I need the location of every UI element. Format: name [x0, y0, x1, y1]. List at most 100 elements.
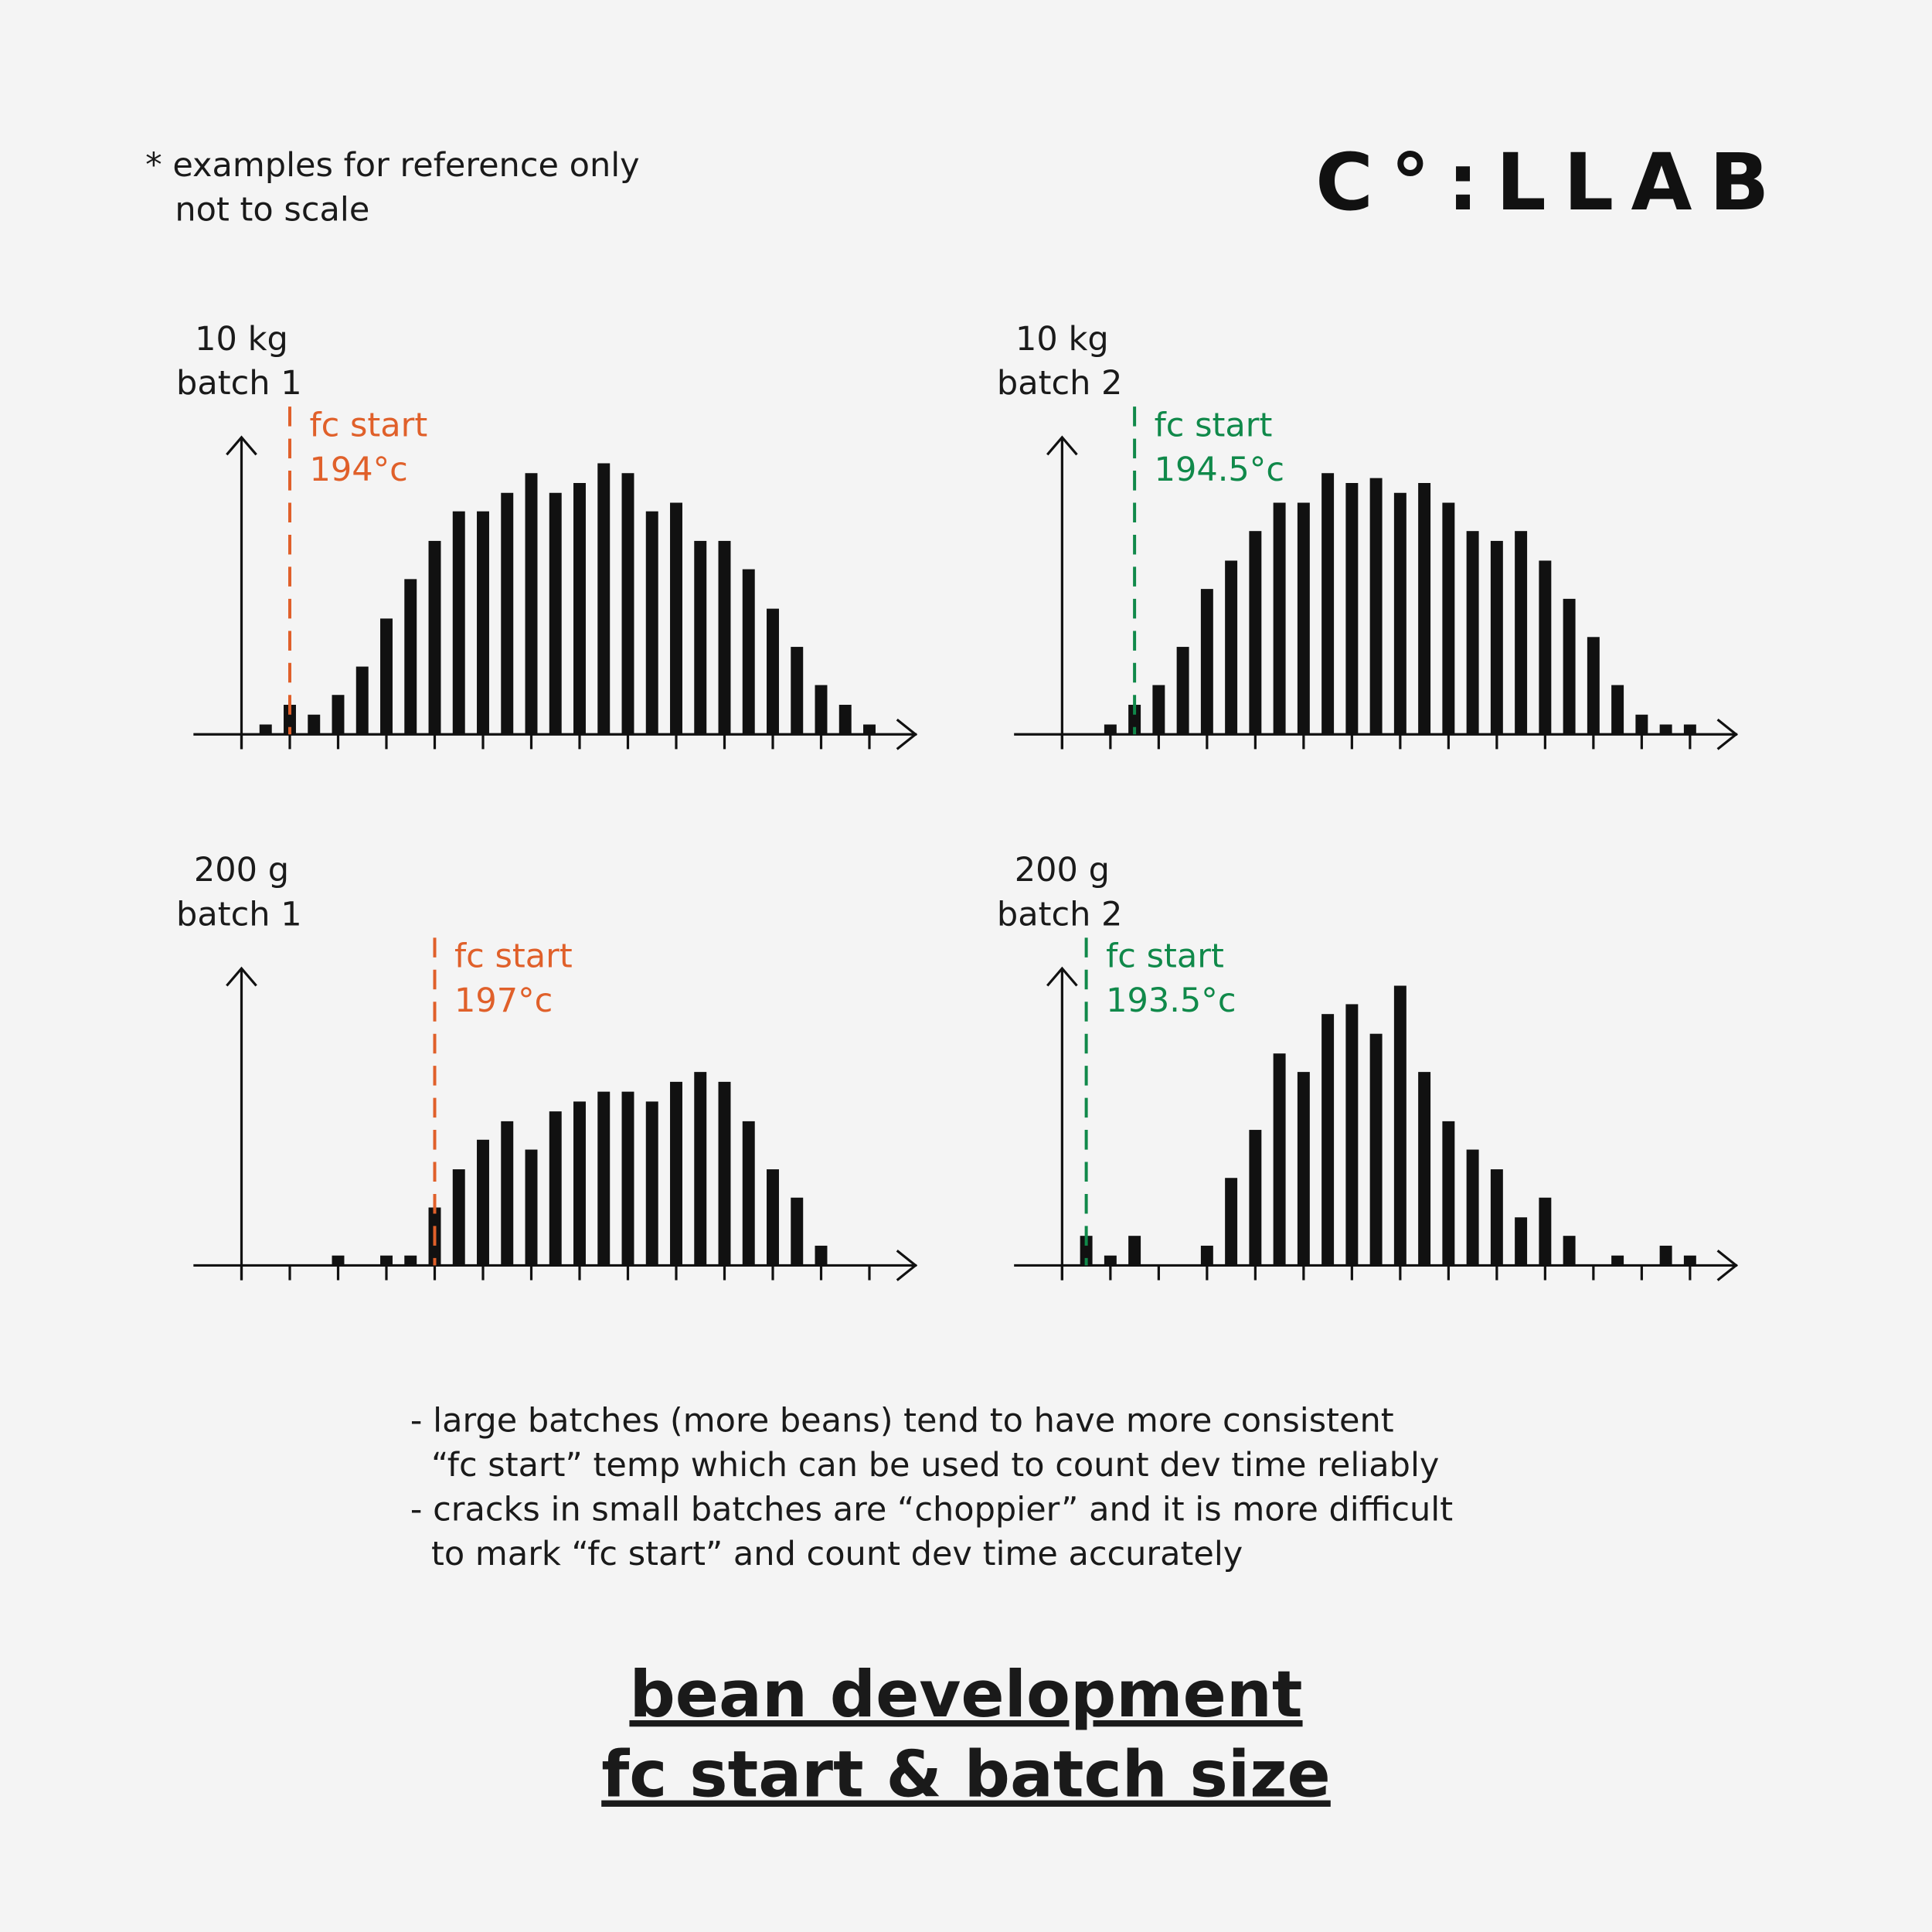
bar	[1176, 647, 1189, 735]
bar	[573, 1101, 586, 1266]
bar	[1152, 685, 1165, 735]
x-axis-arrow	[1716, 1250, 1739, 1281]
bar	[1104, 724, 1117, 735]
bar	[1321, 473, 1335, 735]
chart-title: batch 2	[997, 895, 1123, 934]
bar	[1442, 1121, 1455, 1266]
bar	[1273, 1053, 1286, 1266]
bar	[1515, 1217, 1528, 1266]
bar	[670, 502, 682, 735]
bar	[1200, 589, 1213, 735]
bar	[332, 695, 345, 735]
bar	[525, 1149, 538, 1266]
bar	[1321, 1014, 1335, 1266]
bar	[767, 608, 779, 735]
bar	[501, 492, 514, 735]
fc-temp: 194°c	[310, 451, 408, 489]
note: not to scale	[175, 190, 369, 229]
bar	[863, 724, 876, 735]
y-axis-arrow	[226, 966, 257, 987]
bar	[694, 540, 707, 735]
bar	[477, 1139, 489, 1266]
bar	[1104, 1255, 1117, 1266]
bar	[1563, 598, 1576, 735]
bar	[1128, 1236, 1141, 1266]
chart-title: batch 1	[176, 364, 302, 403]
x-axis-arrow	[896, 718, 918, 750]
chart-title: 10 kg	[195, 320, 288, 359]
bar	[332, 1255, 345, 1266]
note-line: “fc start” temp which can be used to cou…	[431, 1446, 1439, 1485]
bar	[645, 1101, 658, 1266]
bar	[1393, 492, 1406, 735]
y-axis-arrow	[226, 435, 257, 456]
bar	[621, 473, 634, 735]
bar	[1249, 1130, 1262, 1266]
bar	[380, 618, 393, 735]
bar	[1297, 1072, 1310, 1266]
bar	[742, 1121, 755, 1266]
bar	[1515, 531, 1528, 735]
fc-label: fc start	[1106, 937, 1224, 976]
bar	[355, 666, 369, 735]
bar	[1273, 502, 1286, 735]
bar	[1225, 560, 1238, 735]
bar	[1466, 531, 1479, 735]
bar	[501, 1121, 514, 1266]
bar	[404, 579, 417, 735]
bar	[1587, 637, 1600, 735]
bar	[404, 1255, 417, 1266]
bar	[1442, 502, 1455, 735]
bar	[1539, 1197, 1552, 1266]
fc-temp: 197°c	[454, 981, 553, 1020]
bar	[597, 1091, 611, 1266]
bar	[549, 1111, 562, 1266]
bar	[718, 540, 731, 735]
bar	[1345, 483, 1359, 735]
bar	[670, 1081, 682, 1266]
bar	[1490, 1169, 1503, 1266]
chart-title: 200 g	[1015, 851, 1110, 889]
footer-title: bean development	[629, 1657, 1302, 1732]
logo: C°:LLAB	[1315, 137, 1787, 229]
bar	[452, 511, 465, 735]
footer-title: fc start & batch size	[601, 1737, 1331, 1812]
bar	[742, 569, 755, 735]
bar	[791, 647, 804, 735]
bar	[1369, 1033, 1383, 1266]
note-line: to mark “fc start” and count dev time ac…	[431, 1535, 1243, 1573]
y-axis-arrow	[1046, 966, 1078, 987]
bar	[838, 704, 852, 735]
fc-label: fc start	[454, 937, 573, 976]
bar	[1369, 478, 1383, 735]
fc-temp: 194.5°c	[1155, 451, 1284, 489]
chart-title: batch 2	[997, 364, 1123, 403]
bar	[815, 1245, 828, 1266]
bar	[1466, 1149, 1479, 1266]
fc-label: fc start	[1155, 406, 1273, 444]
bar	[573, 483, 586, 735]
bar	[1611, 1255, 1624, 1266]
chart-title: 10 kg	[1015, 320, 1109, 359]
bar	[1418, 483, 1431, 735]
bar	[1539, 560, 1552, 735]
bar	[1659, 1245, 1672, 1266]
bar	[380, 1255, 393, 1266]
bar	[549, 492, 562, 735]
note: * examples for reference only	[145, 146, 640, 185]
note-line: - large batches (more beans) tend to hav…	[410, 1402, 1394, 1440]
bar	[1490, 540, 1503, 735]
bar	[621, 1091, 634, 1266]
bar	[1249, 531, 1262, 735]
bar	[308, 714, 321, 735]
x-axis-arrow	[896, 1250, 918, 1281]
bar	[718, 1081, 731, 1266]
bar	[1611, 685, 1624, 735]
bar	[1297, 502, 1310, 735]
fc-label: fc start	[310, 406, 428, 444]
bar	[525, 473, 538, 735]
bar	[1683, 724, 1696, 735]
chart-title: 200 g	[194, 851, 289, 889]
bar	[645, 511, 658, 735]
